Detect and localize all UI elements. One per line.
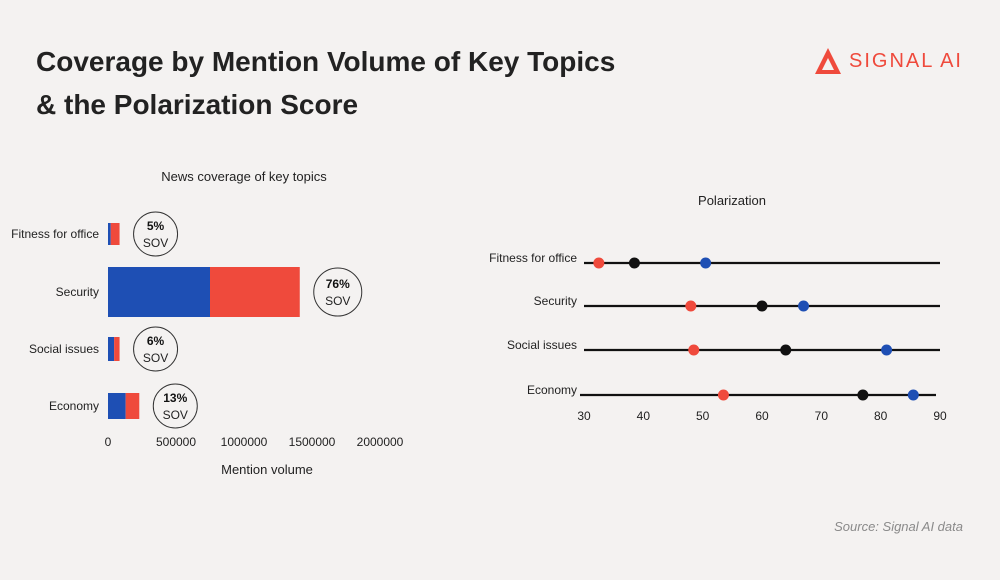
sov-percent: 76% — [326, 277, 350, 291]
bar-segment-red — [114, 337, 120, 361]
bar-x-tick-label: 1500000 — [289, 435, 336, 449]
title-line-2: & the Polarization Score — [36, 89, 359, 120]
source-note: Source: Signal AI data — [834, 519, 963, 534]
red-dot — [688, 344, 700, 356]
bar-segment-blue — [108, 223, 111, 245]
polarization-x-tick-label: 50 — [696, 409, 710, 423]
signal-triangle-icon — [815, 48, 841, 74]
polarization-x-tick-label: 80 — [874, 409, 888, 423]
polarization-chart: Fitness for office Security Social issues E… — [489, 251, 947, 423]
sov-circle — [133, 326, 179, 372]
black-dot — [780, 344, 792, 356]
bar-x-tick-label: 500000 — [156, 435, 196, 449]
brand-name: SIGNAL — [849, 49, 934, 72]
bar-x-tick-label: 0 — [105, 435, 112, 449]
red-dot — [685, 300, 697, 312]
sov-percent: 6% — [147, 334, 165, 348]
sov-unit: SOV — [143, 351, 168, 365]
polarization-x-tick-label: 40 — [637, 409, 651, 423]
category-label: Social issues — [29, 342, 99, 356]
polarization-category-label: Security — [534, 294, 577, 308]
bar-segment-red — [125, 393, 140, 419]
sov-percent: 5% — [147, 219, 165, 233]
bar-segment-blue — [108, 267, 210, 317]
sov-unit: SOV — [325, 294, 350, 308]
bar-x-tick-label: 1000000 — [221, 435, 268, 449]
signal-ai-logo: SIGNAL AI — [813, 44, 963, 78]
bar-chart: Fitness for office 5% SOV Security 76% SOV Soc… — [11, 211, 404, 449]
sov-circle — [313, 267, 363, 317]
brand-suffix: AI — [940, 49, 963, 72]
black-dot — [857, 389, 869, 401]
black-dot — [756, 300, 768, 312]
sov-percent: 13% — [163, 391, 187, 405]
title-line-1: Coverage by Mention Volume of Key Topics — [36, 46, 616, 77]
blue-dot — [881, 344, 893, 356]
bar-segment-blue — [108, 393, 126, 419]
sov-circle — [152, 383, 198, 429]
polarization-category-label: Economy — [527, 383, 577, 397]
brand-wordmark: SIGNAL AI — [849, 50, 963, 73]
sov-unit: SOV — [163, 408, 188, 422]
polarization-chart-title: Polarization — [698, 193, 766, 208]
blue-dot — [798, 300, 810, 312]
black-dot — [628, 257, 640, 269]
sov-unit: SOV — [143, 236, 168, 250]
bar-chart-title: News coverage of key topics — [161, 169, 327, 184]
category-label: Fitness for office — [11, 227, 99, 241]
polarization-x-tick-label: 60 — [755, 409, 769, 423]
red-dot — [593, 257, 605, 269]
polarization-x-tick-label: 70 — [815, 409, 829, 423]
page-title: Coverage by Mention Volume of Key Topics… — [36, 40, 676, 126]
polarization-x-tick-label: 90 — [933, 409, 947, 423]
polarization-x-tick-label: 30 — [577, 409, 591, 423]
blue-dot — [700, 257, 712, 269]
bar-x-tick-label: 2000000 — [357, 435, 404, 449]
blue-dot — [907, 389, 919, 401]
category-label: Economy — [49, 399, 99, 413]
bar-segment-blue — [108, 337, 115, 361]
bar-segment-red — [110, 223, 120, 245]
polarization-category-label: Fitness for office — [489, 251, 577, 265]
sov-circle — [133, 211, 179, 257]
bar-segment-red — [210, 267, 300, 317]
category-label: Security — [56, 285, 99, 299]
polarization-category-label: Social issues — [507, 338, 577, 352]
red-dot — [717, 389, 729, 401]
bar-chart-xlabel: Mention volume — [221, 462, 313, 477]
